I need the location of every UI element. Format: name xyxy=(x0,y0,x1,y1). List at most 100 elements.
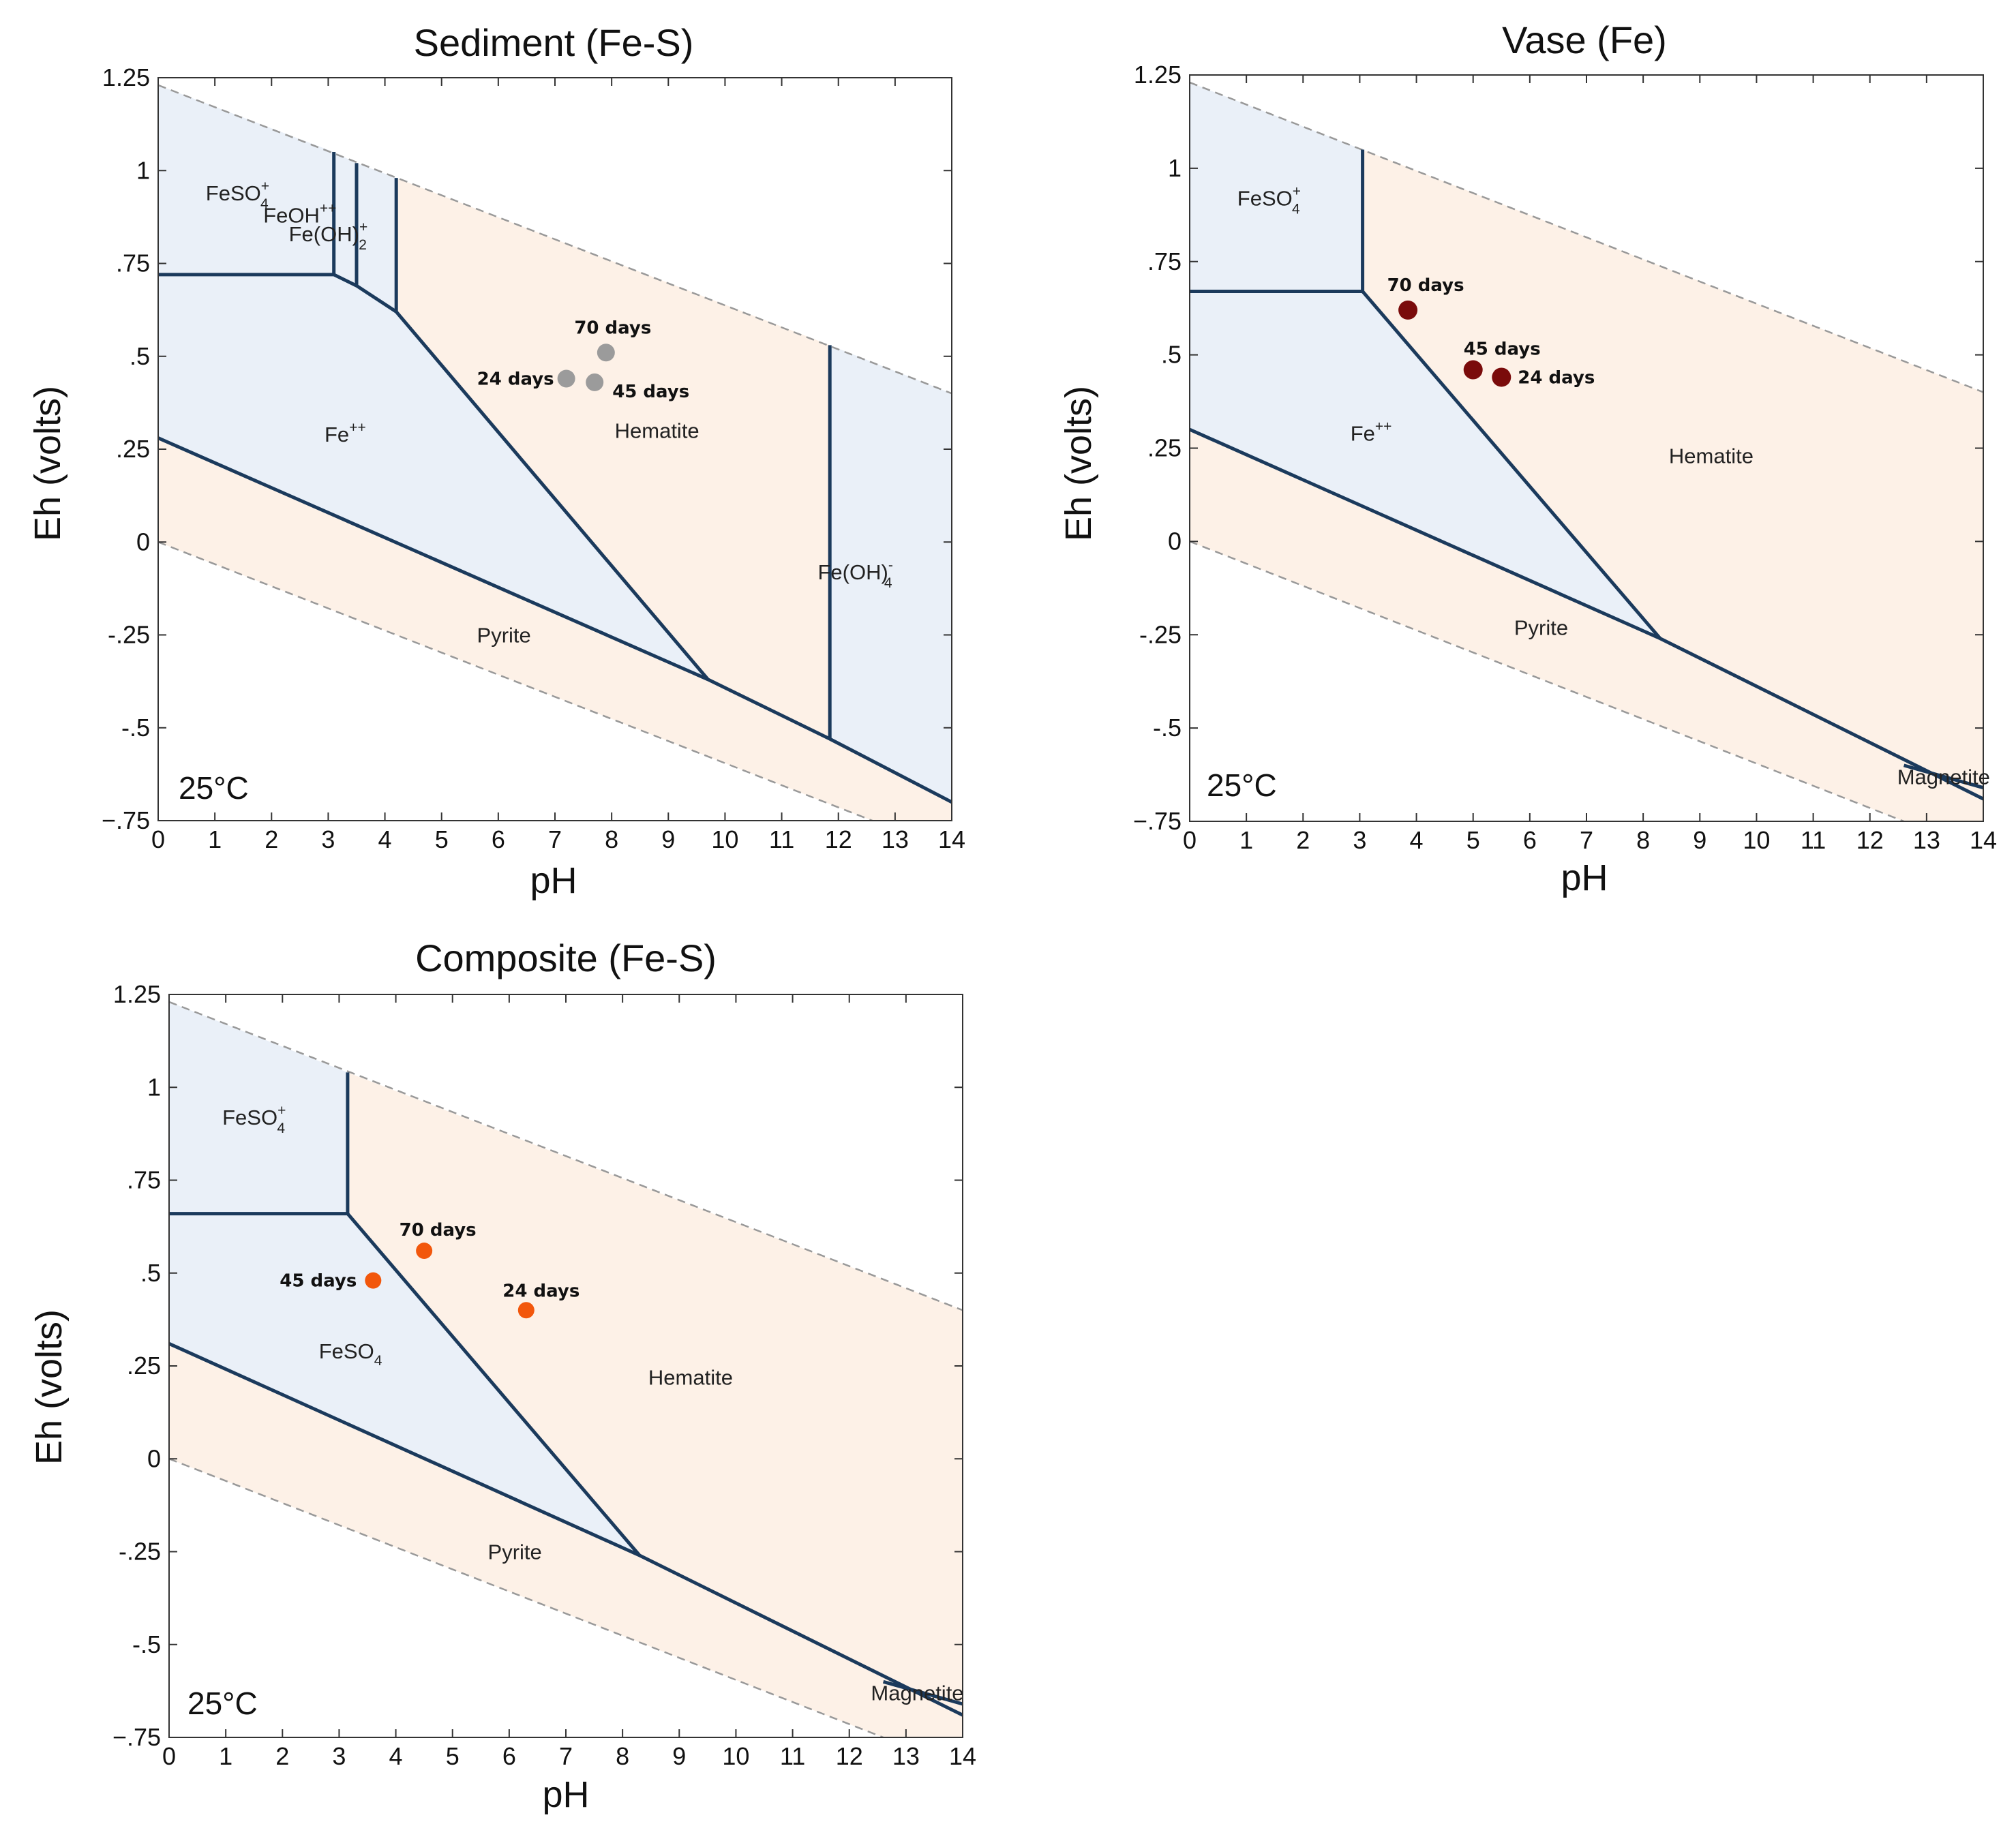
x-axis-label: pH xyxy=(530,860,577,901)
stability-field xyxy=(158,438,952,821)
y-axis-label: Eh (volts) xyxy=(27,386,68,541)
region-label: FeOH++ xyxy=(263,201,336,228)
region-label: Magnetite xyxy=(871,1682,963,1705)
chart-vase: 0 1 2 3 4 5 6 7 8 9 10 11 12 13 141.251.75.5.250-.25-.… xyxy=(1058,18,1997,898)
x-tick-label: 0 xyxy=(151,825,165,853)
region-label: FeSO+ 4 xyxy=(222,1103,286,1136)
region-label: Pyrite xyxy=(1514,615,1568,639)
x-tick-label: 6 xyxy=(1523,826,1537,854)
data-point xyxy=(557,369,575,388)
data-point-label: 70 days xyxy=(400,1220,477,1241)
y-tick-label: -.5 xyxy=(132,1630,161,1658)
region-label: Fe++ xyxy=(1351,419,1392,446)
stability-field xyxy=(1190,429,1983,821)
x-tick-label: 7 xyxy=(1580,826,1593,854)
x-tick-label: 9 xyxy=(672,1742,686,1770)
y-tick-label: 1.25 xyxy=(113,980,161,1008)
x-axis-label: pH xyxy=(1561,857,1608,898)
y-axis-label: Eh (volts) xyxy=(29,1309,70,1465)
y-tick-label: .5 xyxy=(1161,341,1182,369)
region-label: Fe++ xyxy=(325,420,366,446)
x-tick-label: 11 xyxy=(1801,826,1826,854)
x-tick-label: 1 xyxy=(208,825,222,853)
y-tick-label: 1 xyxy=(147,1073,161,1101)
phase-boundary-line xyxy=(157,436,953,804)
data-point-label: 24 days xyxy=(477,369,554,389)
data-point-label: 70 days xyxy=(1387,275,1464,296)
data-point xyxy=(416,1243,433,1260)
x-tick-label: 13 xyxy=(1913,826,1940,854)
chart-title: Vase (Fe) xyxy=(1502,18,1667,61)
region-label: Magnetite xyxy=(1897,765,1990,789)
water-upper-limit-line xyxy=(1189,81,1984,393)
stability-field xyxy=(158,274,708,680)
x-tick-label: 10 xyxy=(1743,826,1770,854)
x-tick-label: 4 xyxy=(389,1742,403,1770)
data-point-label: 70 days xyxy=(574,318,651,338)
x-tick-label: 2 xyxy=(265,825,278,853)
water-upper-limit-line xyxy=(168,1001,963,1311)
region-label: Pyrite xyxy=(488,1540,542,1564)
data-point-label: 45 days xyxy=(280,1271,357,1292)
x-tick-label: 2 xyxy=(1296,826,1310,854)
data-point xyxy=(1398,300,1418,320)
water-lower-limit-line xyxy=(168,1458,884,1739)
phase-boundary-line xyxy=(882,1679,963,1706)
x-tick-label: 14 xyxy=(949,1742,976,1770)
data-point xyxy=(586,373,604,391)
y-tick-label: 0 xyxy=(1168,527,1182,555)
y-tick-label: .25 xyxy=(1147,434,1182,462)
chart-sediment: 0 1 2 3 4 5 6 7 8 9 10 11 12 13 141.251.75.5.250-.25-.… xyxy=(27,21,965,901)
y-tick-label: −.75 xyxy=(1133,807,1182,835)
x-tick-label: 9 xyxy=(661,825,675,853)
data-point-label: 45 days xyxy=(1464,339,1541,360)
y-tick-label: .75 xyxy=(127,1166,161,1194)
data-point-label: 45 days xyxy=(612,382,689,402)
x-tick-label: 0 xyxy=(162,1742,176,1770)
x-tick-label: 1 xyxy=(219,1742,232,1770)
x-tick-label: 8 xyxy=(1636,826,1650,854)
y-tick-label: -.5 xyxy=(121,714,150,742)
phase-boundary-line xyxy=(1188,427,1985,801)
y-tick-label: 1.25 xyxy=(1134,61,1182,89)
water-lower-limit-line xyxy=(1189,541,1905,823)
y-tick-label: −.75 xyxy=(112,1723,161,1751)
stability-field xyxy=(158,85,334,275)
x-tick-label: 2 xyxy=(275,1742,289,1770)
y-tick-label: 1 xyxy=(1168,154,1182,182)
y-tick-label: .75 xyxy=(116,249,150,277)
x-tick-label: 11 xyxy=(780,1742,805,1770)
temperature-label: 25°C xyxy=(179,770,249,806)
y-tick-label: .25 xyxy=(116,435,150,463)
data-point-label: 24 days xyxy=(1518,367,1595,388)
region-label: FeSO+ 4 xyxy=(1237,184,1301,217)
x-tick-label: 6 xyxy=(492,825,505,853)
x-tick-label: 14 xyxy=(938,825,965,853)
y-tick-label: .25 xyxy=(127,1352,161,1380)
x-tick-label: 14 xyxy=(1970,826,1997,854)
temperature-label: 25°C xyxy=(1207,767,1277,803)
x-tick-label: 6 xyxy=(502,1742,516,1770)
x-tick-label: 3 xyxy=(1353,826,1366,854)
x-tick-label: 4 xyxy=(1410,826,1424,854)
x-tick-label: 8 xyxy=(616,1742,629,1770)
x-tick-label: 13 xyxy=(892,1742,920,1770)
region-label: Fe(OH)-4 xyxy=(817,558,892,591)
region-label: Hematite xyxy=(1669,444,1754,468)
stability-field xyxy=(1362,149,1983,800)
stability-field xyxy=(830,345,952,802)
x-tick-label: 3 xyxy=(321,825,335,853)
x-tick-label: 3 xyxy=(332,1742,346,1770)
y-tick-label: -.25 xyxy=(119,1538,161,1566)
water-lower-limit-line xyxy=(157,541,873,822)
x-tick-label: 5 xyxy=(446,1742,460,1770)
y-tick-label: .75 xyxy=(1147,247,1182,275)
phase-boundary-line xyxy=(168,1342,964,1717)
y-tick-label: 1.25 xyxy=(102,63,150,91)
x-tick-label: 5 xyxy=(435,825,449,853)
region-label: Fe(OH)+ 2 xyxy=(289,219,368,253)
region-label: Hematite xyxy=(615,419,699,443)
y-axis-label: Eh (volts) xyxy=(1058,386,1099,541)
x-tick-label: 0 xyxy=(1183,826,1197,854)
x-tick-label: 5 xyxy=(1466,826,1480,854)
